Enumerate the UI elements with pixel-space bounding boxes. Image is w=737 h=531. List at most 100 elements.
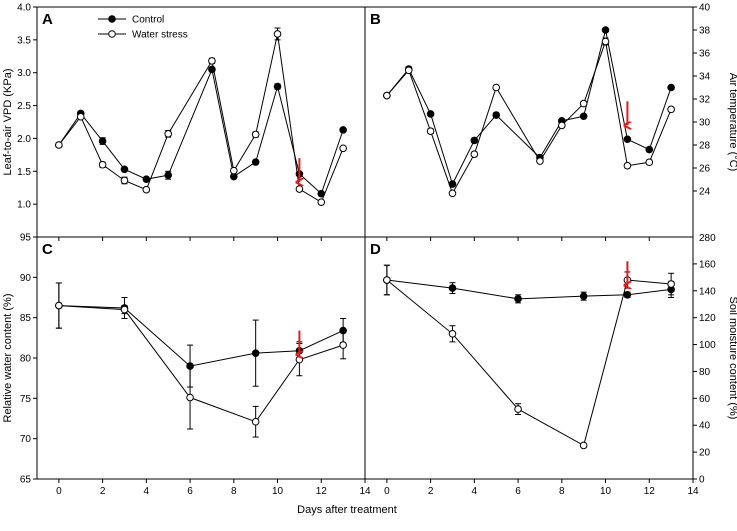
x-axis-title: Days after treatment bbox=[297, 504, 397, 516]
data-point-control bbox=[426, 110, 435, 118]
data-point-water-stress bbox=[339, 144, 347, 153]
y-tick-label: 65 bbox=[20, 475, 32, 486]
y-tick-label: 2.0 bbox=[17, 134, 31, 145]
data-point-control bbox=[514, 295, 522, 303]
data-point-water-stress bbox=[667, 280, 675, 288]
data-point-water-stress bbox=[142, 185, 151, 194]
y-tick-label: 26 bbox=[699, 164, 711, 175]
x-tick-label: 4 bbox=[472, 486, 478, 497]
data-point-control bbox=[120, 165, 129, 174]
y-axis-title: Soil moisture content (%) bbox=[727, 297, 737, 420]
data-point-control bbox=[251, 158, 260, 166]
plot-frame bbox=[36, 236, 366, 480]
y-tick-label: 3.0 bbox=[17, 68, 31, 79]
panel-c: C 0 2 4 6 8 10 12 14 65 70 75 80 85 90 95 Relative water… bbox=[2, 233, 371, 498]
data-point-water-stress bbox=[186, 393, 194, 402]
y-tick-label: 20 bbox=[699, 448, 711, 459]
y-tick-label: 4.0 bbox=[17, 3, 31, 14]
y-tick-label: 160 bbox=[699, 259, 716, 270]
data-point-water-stress bbox=[470, 150, 479, 158]
data-point-control bbox=[164, 171, 172, 180]
y-tick-label: 34 bbox=[699, 72, 711, 83]
panel-b: B 24 26 28 30 32 34 36 38 40 Air temperature (°C) bbox=[364, 3, 737, 241]
y-tick-label-top: 280 bbox=[699, 233, 716, 244]
data-point-water-stress bbox=[251, 130, 260, 139]
y-tick-label: 95 bbox=[20, 233, 32, 244]
plot-frame bbox=[364, 236, 694, 480]
data-point-water-stress bbox=[76, 112, 85, 121]
y-tick-label: 24 bbox=[699, 187, 711, 198]
plot-frame bbox=[364, 6, 694, 238]
data-point-control bbox=[339, 126, 347, 134]
data-point-water-stress bbox=[426, 127, 435, 135]
x-tick-label: 6 bbox=[515, 486, 521, 497]
x-tick-label: 8 bbox=[559, 486, 565, 497]
y-tick-label: 85 bbox=[20, 313, 32, 324]
data-point-water-stress bbox=[251, 417, 260, 426]
panel-letter: A bbox=[42, 11, 53, 28]
data-point-control bbox=[579, 292, 588, 300]
data-point-control bbox=[579, 112, 588, 121]
series-line-water-stress bbox=[386, 279, 672, 447]
x-tick-label: 14 bbox=[359, 486, 371, 497]
data-point-water-stress bbox=[601, 37, 610, 46]
y-tick-label: 40 bbox=[699, 3, 711, 14]
legend-marker-water-stress bbox=[108, 30, 116, 38]
y-tick-label: 120 bbox=[699, 313, 716, 324]
data-point-control bbox=[623, 135, 632, 144]
data-point-water-stress bbox=[579, 99, 588, 108]
series-line-control bbox=[58, 305, 344, 367]
data-point-control bbox=[273, 82, 282, 91]
data-point-water-stress bbox=[404, 66, 413, 75]
data-point-control bbox=[492, 111, 501, 119]
plot-frame bbox=[36, 6, 366, 238]
y-tick-label: 38 bbox=[699, 26, 711, 37]
x-tick-label: 10 bbox=[600, 486, 612, 497]
data-point-control bbox=[142, 175, 151, 183]
y-tick-label: 80 bbox=[20, 354, 32, 365]
series-line-control bbox=[386, 279, 672, 300]
data-point-control bbox=[645, 145, 654, 154]
x-tick-label: 2 bbox=[100, 486, 106, 497]
data-point-water-stress bbox=[295, 185, 304, 193]
y-tick-label: 40 bbox=[699, 421, 711, 432]
x-tick-label: 8 bbox=[231, 486, 237, 497]
data-point-water-stress bbox=[339, 341, 347, 349]
data-point-water-stress bbox=[55, 301, 63, 310]
data-point-water-stress bbox=[120, 176, 129, 185]
x-tick-label: 14 bbox=[687, 486, 699, 497]
y-tick-label: 2.5 bbox=[17, 101, 31, 112]
data-point-water-stress bbox=[230, 166, 238, 175]
legend-label-water-stress: Water stress bbox=[132, 30, 188, 41]
data-point-water-stress bbox=[317, 198, 326, 206]
data-point-control bbox=[251, 349, 260, 357]
data-point-water-stress bbox=[492, 83, 501, 92]
legend-marker-control bbox=[108, 15, 116, 23]
x-tick-label: 0 bbox=[384, 486, 390, 497]
data-point-control bbox=[623, 291, 632, 299]
panel-letter: B bbox=[370, 11, 381, 28]
data-point-water-stress bbox=[98, 160, 107, 169]
data-point-water-stress bbox=[55, 141, 63, 149]
data-point-water-stress bbox=[645, 158, 654, 167]
data-point-water-stress bbox=[383, 91, 391, 100]
y-tick-label: 80 bbox=[699, 367, 711, 378]
panel-d: D0 2 4 6 8 10 12 14020406080100120140160280Soil… bbox=[364, 233, 737, 497]
x-tick-label: 0 bbox=[56, 486, 62, 497]
x-tick-label: 4 bbox=[144, 486, 150, 497]
y-axis-title: Relative water content (%) bbox=[2, 294, 14, 423]
y-tick-label: 30 bbox=[699, 118, 711, 129]
data-point-control bbox=[98, 137, 107, 145]
y-tick-label: 60 bbox=[699, 394, 711, 405]
data-point-water-stress bbox=[536, 157, 544, 165]
series-line-control bbox=[386, 29, 672, 186]
x-tick-label: 12 bbox=[644, 486, 656, 497]
y-tick-label: 90 bbox=[20, 273, 32, 284]
data-point-water-stress bbox=[558, 121, 566, 130]
y-tick-label: 32 bbox=[699, 95, 711, 106]
y-tick-label: 0 bbox=[699, 475, 705, 486]
panel-a: A 1.0 1.5 2.0 2.5 3.0 3.5 4.0 Leaf-to-air VPD (K… bbox=[2, 3, 366, 241]
y-tick-label: 70 bbox=[20, 434, 32, 445]
panel-letter: D bbox=[370, 241, 381, 258]
